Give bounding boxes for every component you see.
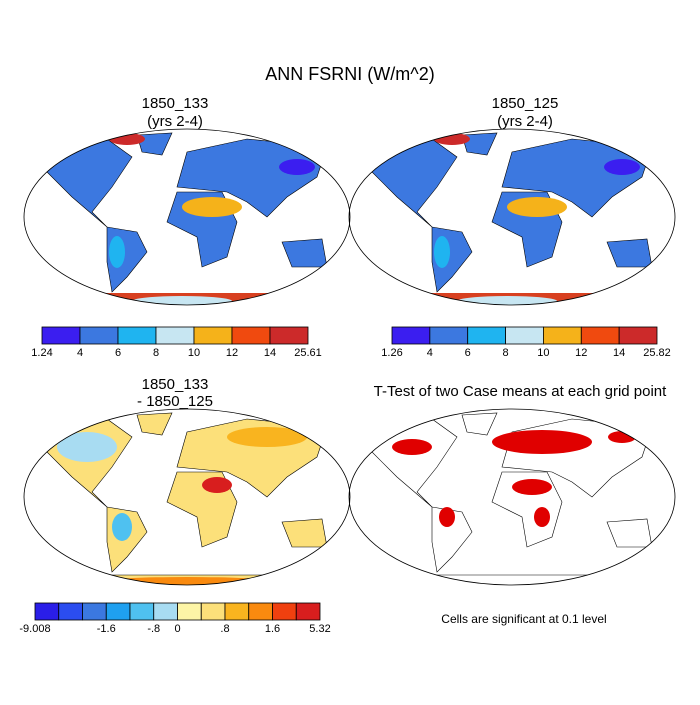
colorbar-box xyxy=(58,602,83,621)
map xyxy=(371,412,653,585)
colorbar-label: .8 xyxy=(220,623,229,635)
colorbar-box xyxy=(467,326,506,345)
map-border xyxy=(23,408,351,586)
colorbar-label: 10 xyxy=(537,347,549,359)
colorbar-box xyxy=(391,326,431,345)
colorbar-label: 4 xyxy=(427,347,433,359)
panel-subtitle: (yrs 2-4) xyxy=(147,113,203,130)
colorbar-box xyxy=(269,326,309,345)
map-border xyxy=(23,128,351,306)
colorbar-label: 10 xyxy=(188,347,200,359)
panel-note: Cells are significant at 0.1 level xyxy=(441,612,606,626)
colorbar-box xyxy=(193,326,233,345)
colorbar-label: 8 xyxy=(153,347,159,359)
colorbar-box xyxy=(505,326,544,345)
panel-subtitle: - 1850_125 xyxy=(137,393,213,410)
colorbar-label: 6 xyxy=(115,347,121,359)
colorbar-box xyxy=(248,602,273,621)
colorbar-box xyxy=(618,326,658,345)
colorbar-box xyxy=(105,602,131,621)
colorbar-label: 1.26 xyxy=(381,347,402,359)
map-border xyxy=(348,408,676,586)
colorbar-box xyxy=(272,602,297,621)
colorbar-label: 12 xyxy=(575,347,587,359)
colorbar-box xyxy=(82,602,107,621)
map xyxy=(46,132,328,305)
colorbar-label: 6 xyxy=(465,347,471,359)
colorbar-label: 0 xyxy=(174,623,180,635)
colorbar-label: 14 xyxy=(613,347,625,359)
colorbar-label: 5.32 xyxy=(309,623,330,635)
colorbar-label: 12 xyxy=(226,347,238,359)
colorbar-label: -9.008 xyxy=(19,623,50,635)
colorbar-box xyxy=(295,602,321,621)
colorbar-box xyxy=(231,326,271,345)
colorbar-label: 4 xyxy=(77,347,83,359)
colorbar-label: 1.24 xyxy=(31,347,52,359)
map-border xyxy=(348,128,676,306)
colorbar-box xyxy=(41,326,81,345)
colorbar-label: 8 xyxy=(503,347,509,359)
colorbar-box xyxy=(34,602,60,621)
colorbar-box xyxy=(429,326,469,345)
panel-title: 1850_133 xyxy=(142,95,209,112)
colorbar-box xyxy=(155,326,195,345)
map xyxy=(371,132,653,305)
colorbar-box xyxy=(117,326,157,345)
colorbar-label: -.8 xyxy=(147,623,160,635)
colorbar-box xyxy=(543,326,582,345)
panel-title: 1850_133 xyxy=(142,376,209,393)
colorbar-label: 25.61 xyxy=(294,347,322,359)
panel-title: T-Test of two Case means at each grid po… xyxy=(374,383,667,400)
colorbar-box xyxy=(177,602,202,621)
colorbar-box xyxy=(79,326,119,345)
colorbar-box xyxy=(129,602,155,621)
panel-subtitle: (yrs 2-4) xyxy=(497,113,553,130)
colorbar-label: 1.6 xyxy=(265,623,280,635)
figure-title: ANN FSRNI (W/m^2) xyxy=(265,64,434,84)
colorbar-box xyxy=(224,602,250,621)
map xyxy=(46,412,337,585)
panel-title: 1850_125 xyxy=(492,95,559,112)
colorbar-label: -1.6 xyxy=(97,623,116,635)
colorbar-box xyxy=(153,602,178,621)
colorbar-label: 14 xyxy=(264,347,276,359)
colorbar-label: 25.82 xyxy=(643,347,671,359)
colorbar-box xyxy=(200,602,226,621)
colorbar-box xyxy=(580,326,620,345)
